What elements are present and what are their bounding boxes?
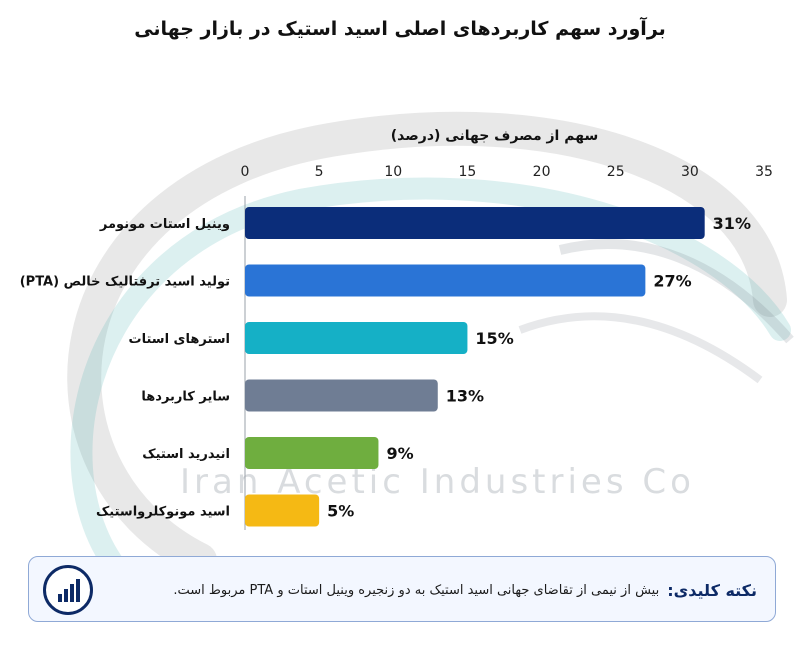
bar <box>245 322 468 354</box>
bar <box>245 264 646 297</box>
x-tick-label: 30 <box>681 164 699 180</box>
bar <box>245 494 320 527</box>
bar <box>245 437 379 469</box>
bar-value-label: 9% <box>386 444 413 463</box>
x-tick-label: 10 <box>384 164 402 180</box>
bar <box>245 207 705 239</box>
key-note-text: نکته کلیدی: بیش از نیمی از تقاضای جهانی … <box>117 557 757 623</box>
bar-value-label: 15% <box>475 329 513 348</box>
bar-value-label: 5% <box>327 502 354 521</box>
x-tick-label: 15 <box>459 164 477 180</box>
category-label: انیدرید استیک <box>142 447 230 462</box>
bar <box>245 379 438 412</box>
x-tick-label: 5 <box>315 164 324 180</box>
bar-value-label: 27% <box>653 272 691 291</box>
bar-value-label: 31% <box>713 214 751 233</box>
x-tick-label: 25 <box>607 164 625 180</box>
x-tick-label: 20 <box>533 164 551 180</box>
category-label: سایر کاربردها <box>141 390 230 405</box>
bar-chart: سهم از مصرف جهانی (درصد) 0 5 10 15 20 25 30 35 31… <box>20 128 773 530</box>
category-label: اسید مونوکلرواستیک <box>96 505 230 520</box>
key-note-body: بیش از نیمی از تقاضای جهانی اسید استیک ب… <box>173 582 660 598</box>
key-note-label: نکته کلیدی: <box>667 580 757 600</box>
x-axis-title: سهم از مصرف جهانی (درصد) <box>391 128 598 144</box>
category-label: وینیل استات مونومر <box>99 217 230 232</box>
bar-value-label: 13% <box>446 387 484 406</box>
bar-chart-icon <box>43 565 93 615</box>
x-tick-label: 35 <box>755 164 773 180</box>
key-note-box: نکته کلیدی: بیش از نیمی از تقاضای جهانی … <box>28 556 776 622</box>
category-label: استرهای استات <box>129 332 230 347</box>
x-tick-label: 0 <box>241 164 250 180</box>
category-label: تولید اسید ترفتالیک خالص (PTA) <box>20 275 230 290</box>
chart-title: برآورد سهم کاربردهای اصلی اسید استیک در … <box>134 18 666 40</box>
